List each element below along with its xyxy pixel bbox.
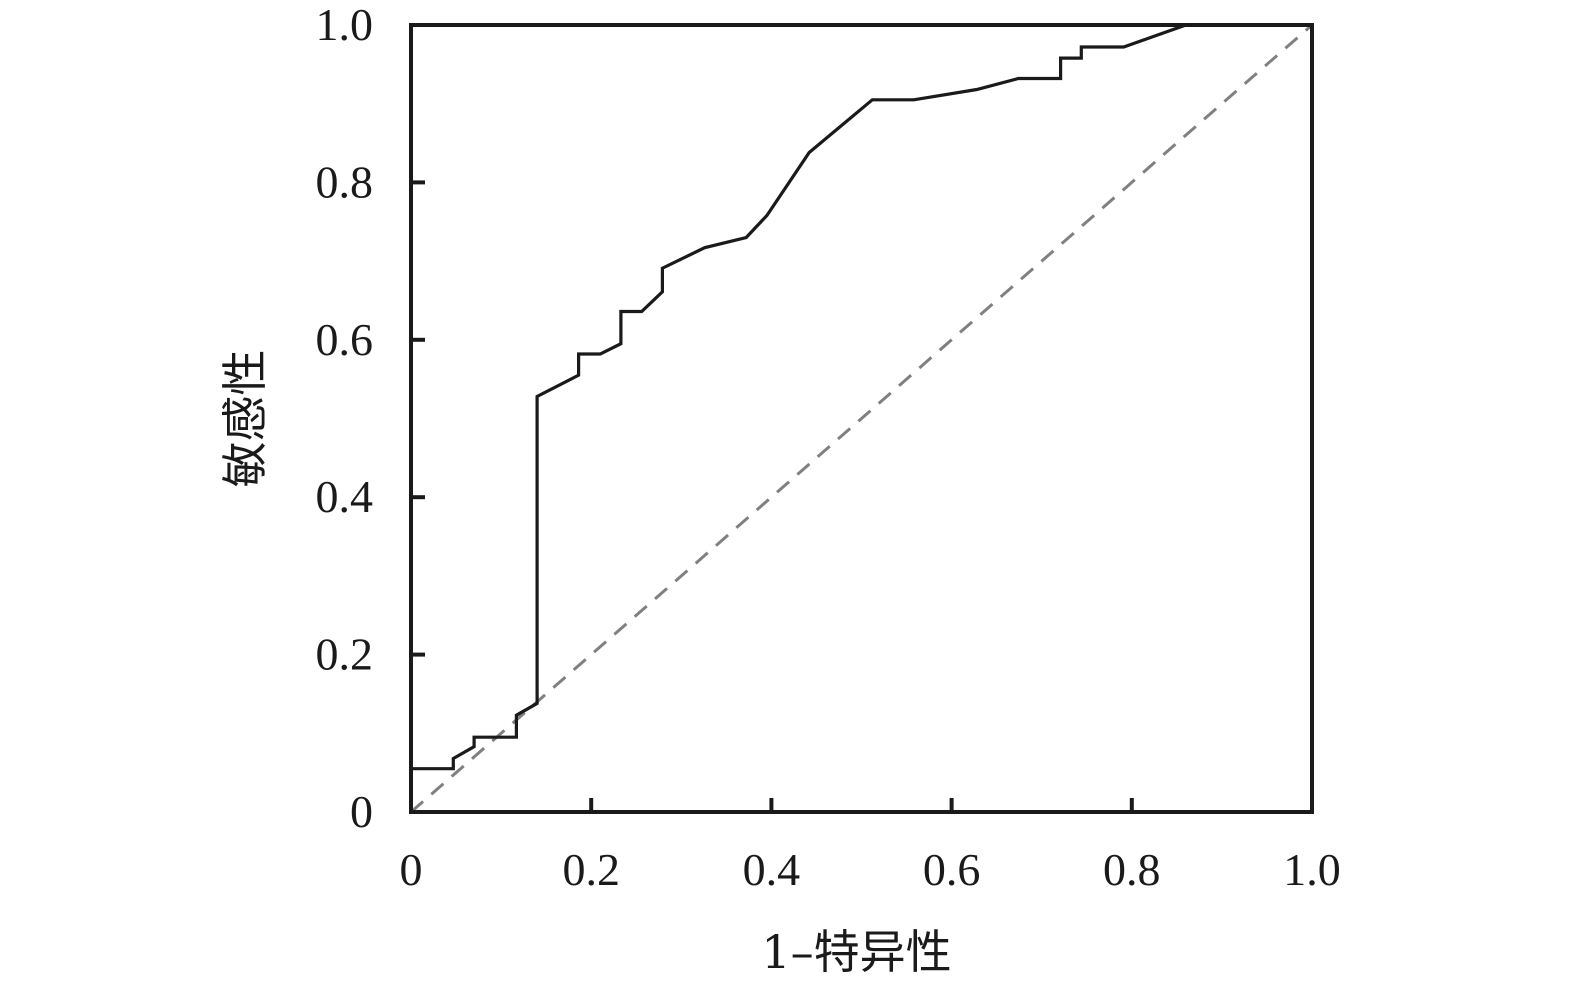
y-tick-label: 1.0 — [316, 0, 374, 50]
x-tick-label: 0.4 — [743, 844, 801, 895]
y-axis-ticks — [411, 180, 425, 657]
x-tick-label: 1.0 — [1283, 844, 1341, 895]
y-tick-label: 0.2 — [316, 629, 374, 680]
y-axis-title: 敏感性 — [218, 350, 272, 488]
x-tick-label: 0 — [400, 844, 423, 895]
y-tick-label: 0.8 — [316, 156, 374, 207]
x-tick-label: 0.2 — [562, 844, 620, 895]
x-axis-ticks — [589, 798, 1134, 812]
x-axis-title: 1–特异性 — [761, 925, 951, 979]
y-tick-label: 0.4 — [316, 471, 374, 522]
y-tick-label: 0 — [350, 786, 373, 837]
x-tick-label: 0.8 — [1103, 844, 1161, 895]
y-axis-tick-labels: 0 0.2 0.4 0.6 0.8 1.0 — [316, 0, 374, 837]
x-tick-label: 0.6 — [923, 844, 981, 895]
reference-diagonal-line — [410, 23, 1313, 814]
plot-frame — [409, 23, 1314, 814]
y-tick-label: 0.6 — [316, 314, 374, 365]
x-axis-tick-labels: 0 0.2 0.4 0.6 0.8 1.0 — [400, 844, 1341, 895]
roc-curve-line — [411, 23, 1312, 771]
